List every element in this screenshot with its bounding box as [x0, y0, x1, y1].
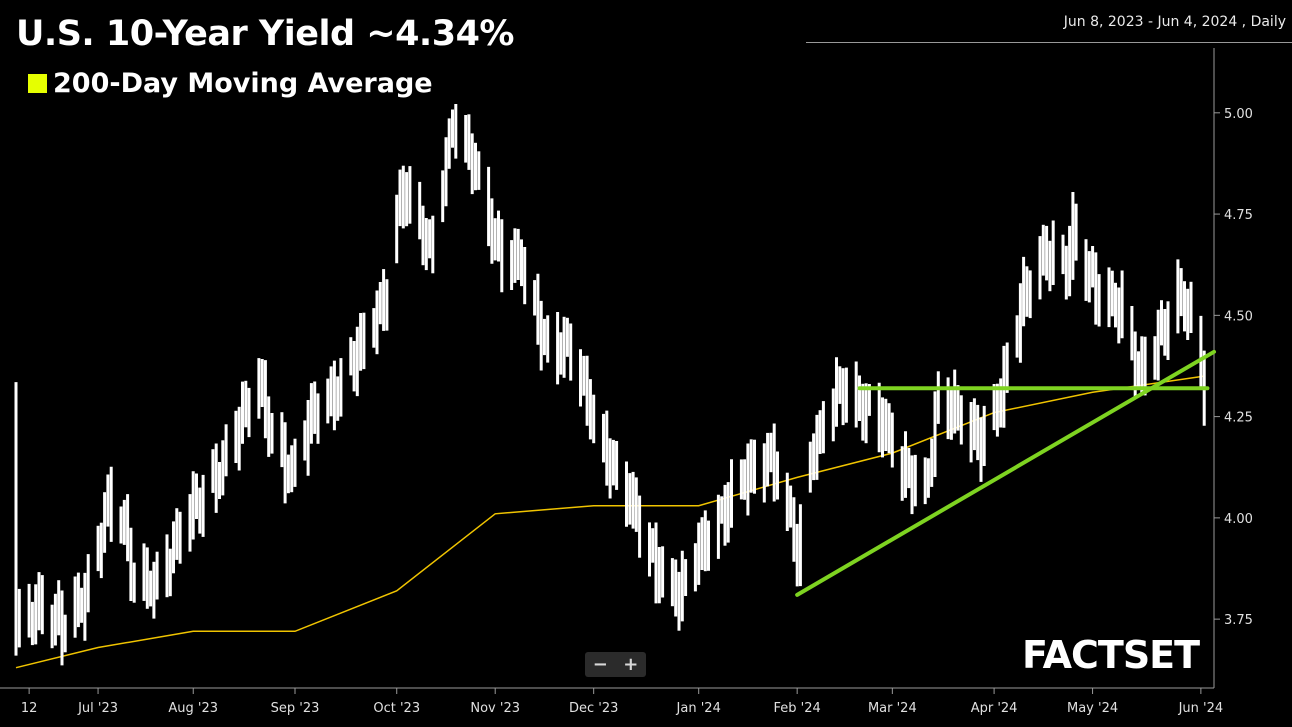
- y-tick-label: 4.25: [1224, 411, 1253, 426]
- x-tick-label: Jun '24: [1178, 701, 1224, 716]
- price-bars: [14, 104, 1206, 666]
- x-tick-label: Jul '23: [77, 701, 118, 716]
- x-tick-label: May '24: [1067, 701, 1118, 716]
- x-tick-label: 12: [21, 701, 38, 716]
- x-tick-label: Feb '24: [774, 701, 821, 716]
- legend-swatch: [28, 74, 47, 93]
- x-tick-label: Dec '23: [569, 701, 618, 716]
- date-range-label[interactable]: Jun 8, 2023 - Jun 4, 2024 , Daily: [1063, 14, 1286, 30]
- zoom-in-button[interactable]: +: [623, 654, 639, 675]
- y-tick-label: 4.75: [1224, 208, 1253, 223]
- x-tick-label: Jan '24: [676, 701, 721, 716]
- factset-logo: FACTSET: [1022, 633, 1200, 677]
- x-tick-label: Mar '24: [868, 701, 917, 716]
- x-tick-label: Nov '23: [470, 701, 520, 716]
- trend-line: [795, 349, 1216, 597]
- zoom-controls: − +: [585, 652, 646, 677]
- y-tick-label: 3.75: [1224, 613, 1253, 628]
- x-tick-label: Oct '23: [373, 701, 420, 716]
- x-tick-label: Apr '24: [971, 701, 1018, 716]
- y-tick-label: 4.00: [1224, 512, 1253, 527]
- x-tick-label: Sep '23: [271, 701, 320, 716]
- legend-label: 200-Day Moving Average: [53, 68, 433, 99]
- legend: 200-Day Moving Average: [28, 68, 433, 99]
- x-tick-label: Aug '23: [168, 701, 218, 716]
- zoom-out-button[interactable]: −: [592, 654, 608, 675]
- header-divider: [806, 42, 1292, 43]
- y-tick-label: 4.50: [1224, 309, 1253, 324]
- chart-title: U.S. 10-Year Yield ~4.34%: [16, 14, 515, 54]
- y-tick-label: 5.00: [1224, 107, 1253, 122]
